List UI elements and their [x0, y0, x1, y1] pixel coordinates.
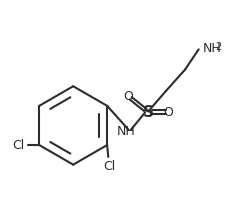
Text: 2: 2 — [215, 42, 221, 52]
Text: NH: NH — [116, 125, 135, 138]
Text: Cl: Cl — [103, 160, 115, 173]
Text: O: O — [164, 106, 173, 118]
Text: O: O — [123, 90, 133, 103]
Text: S: S — [143, 105, 154, 119]
Text: Cl: Cl — [13, 138, 25, 152]
Text: NH: NH — [203, 42, 222, 55]
